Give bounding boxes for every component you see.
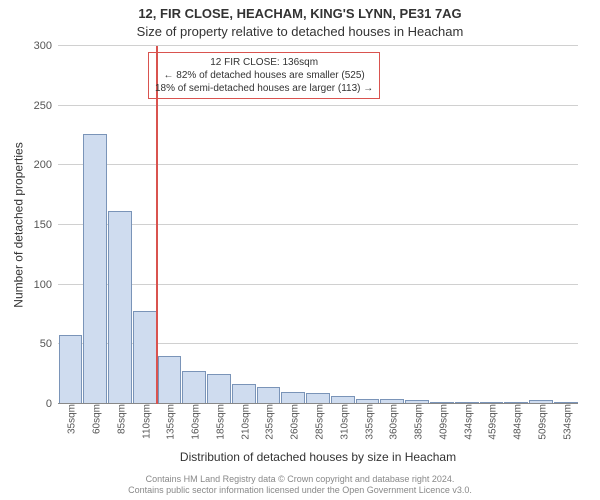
x-tick-label: 135sqm bbox=[162, 404, 177, 440]
x-tick-label: 509sqm bbox=[533, 404, 548, 440]
y-axis-label-wrap: Number of detached properties bbox=[12, 46, 26, 404]
annotation-line1: 12 FIR CLOSE: 136sqm bbox=[155, 56, 373, 69]
x-tick-label: 210sqm bbox=[236, 404, 251, 440]
annotation-line2: ← 82% of detached houses are smaller (52… bbox=[155, 69, 373, 82]
x-axis-label: Distribution of detached houses by size … bbox=[58, 450, 578, 464]
x-tick-label: 434sqm bbox=[459, 404, 474, 440]
y-tick-label: 100 bbox=[34, 279, 58, 291]
x-tick-label: 484sqm bbox=[509, 404, 524, 440]
attribution-line2: Contains public sector information licen… bbox=[0, 485, 600, 496]
x-tick-label: 260sqm bbox=[286, 404, 301, 440]
histogram-bar bbox=[182, 371, 206, 404]
x-tick-label: 310sqm bbox=[335, 404, 350, 440]
subtitle: Size of property relative to detached ho… bbox=[0, 24, 600, 39]
y-tick-label: 0 bbox=[46, 398, 58, 410]
x-tick-label: 285sqm bbox=[311, 404, 326, 440]
histogram-bar bbox=[232, 384, 256, 404]
x-tick-label: 85sqm bbox=[112, 404, 127, 434]
reference-line bbox=[156, 46, 158, 404]
annotation-box: 12 FIR CLOSE: 136sqm← 82% of detached ho… bbox=[148, 52, 380, 99]
y-tick-label: 250 bbox=[34, 100, 58, 112]
x-tick-label: 35sqm bbox=[63, 404, 78, 434]
annotation-line3: 18% of semi-detached houses are larger (… bbox=[155, 82, 373, 95]
x-tick-label: 534sqm bbox=[558, 404, 573, 440]
x-tick-label: 459sqm bbox=[484, 404, 499, 440]
x-tick-label: 185sqm bbox=[211, 404, 226, 440]
chart-container: 12, FIR CLOSE, HEACHAM, KING'S LYNN, PE3… bbox=[0, 0, 600, 500]
x-tick-label: 385sqm bbox=[410, 404, 425, 440]
histogram-bar bbox=[257, 387, 281, 404]
histogram-bar bbox=[158, 356, 182, 404]
y-tick-label: 300 bbox=[34, 40, 58, 52]
attribution: Contains HM Land Registry data © Crown c… bbox=[0, 474, 600, 496]
plot-area: 05010015020025030035sqm60sqm85sqm110sqm1… bbox=[58, 46, 578, 404]
x-tick-label: 335sqm bbox=[360, 404, 375, 440]
histogram-bar bbox=[108, 211, 132, 404]
y-axis-label: Number of detached properties bbox=[12, 142, 26, 307]
y-tick-label: 150 bbox=[34, 219, 58, 231]
histogram-bar bbox=[133, 311, 157, 404]
histogram-bar bbox=[83, 134, 107, 404]
histogram-bar bbox=[59, 335, 83, 404]
x-tick-label: 60sqm bbox=[88, 404, 103, 434]
x-tick-label: 110sqm bbox=[137, 404, 152, 439]
x-tick-label: 360sqm bbox=[385, 404, 400, 440]
y-tick-label: 200 bbox=[34, 159, 58, 171]
x-tick-label: 160sqm bbox=[187, 404, 202, 440]
histogram-bar bbox=[207, 374, 231, 404]
y-tick-label: 50 bbox=[40, 338, 58, 350]
attribution-line1: Contains HM Land Registry data © Crown c… bbox=[0, 474, 600, 485]
bars bbox=[58, 46, 578, 404]
x-tick-label: 235sqm bbox=[261, 404, 276, 440]
x-tick-label: 409sqm bbox=[434, 404, 449, 440]
address-title: 12, FIR CLOSE, HEACHAM, KING'S LYNN, PE3… bbox=[0, 6, 600, 21]
